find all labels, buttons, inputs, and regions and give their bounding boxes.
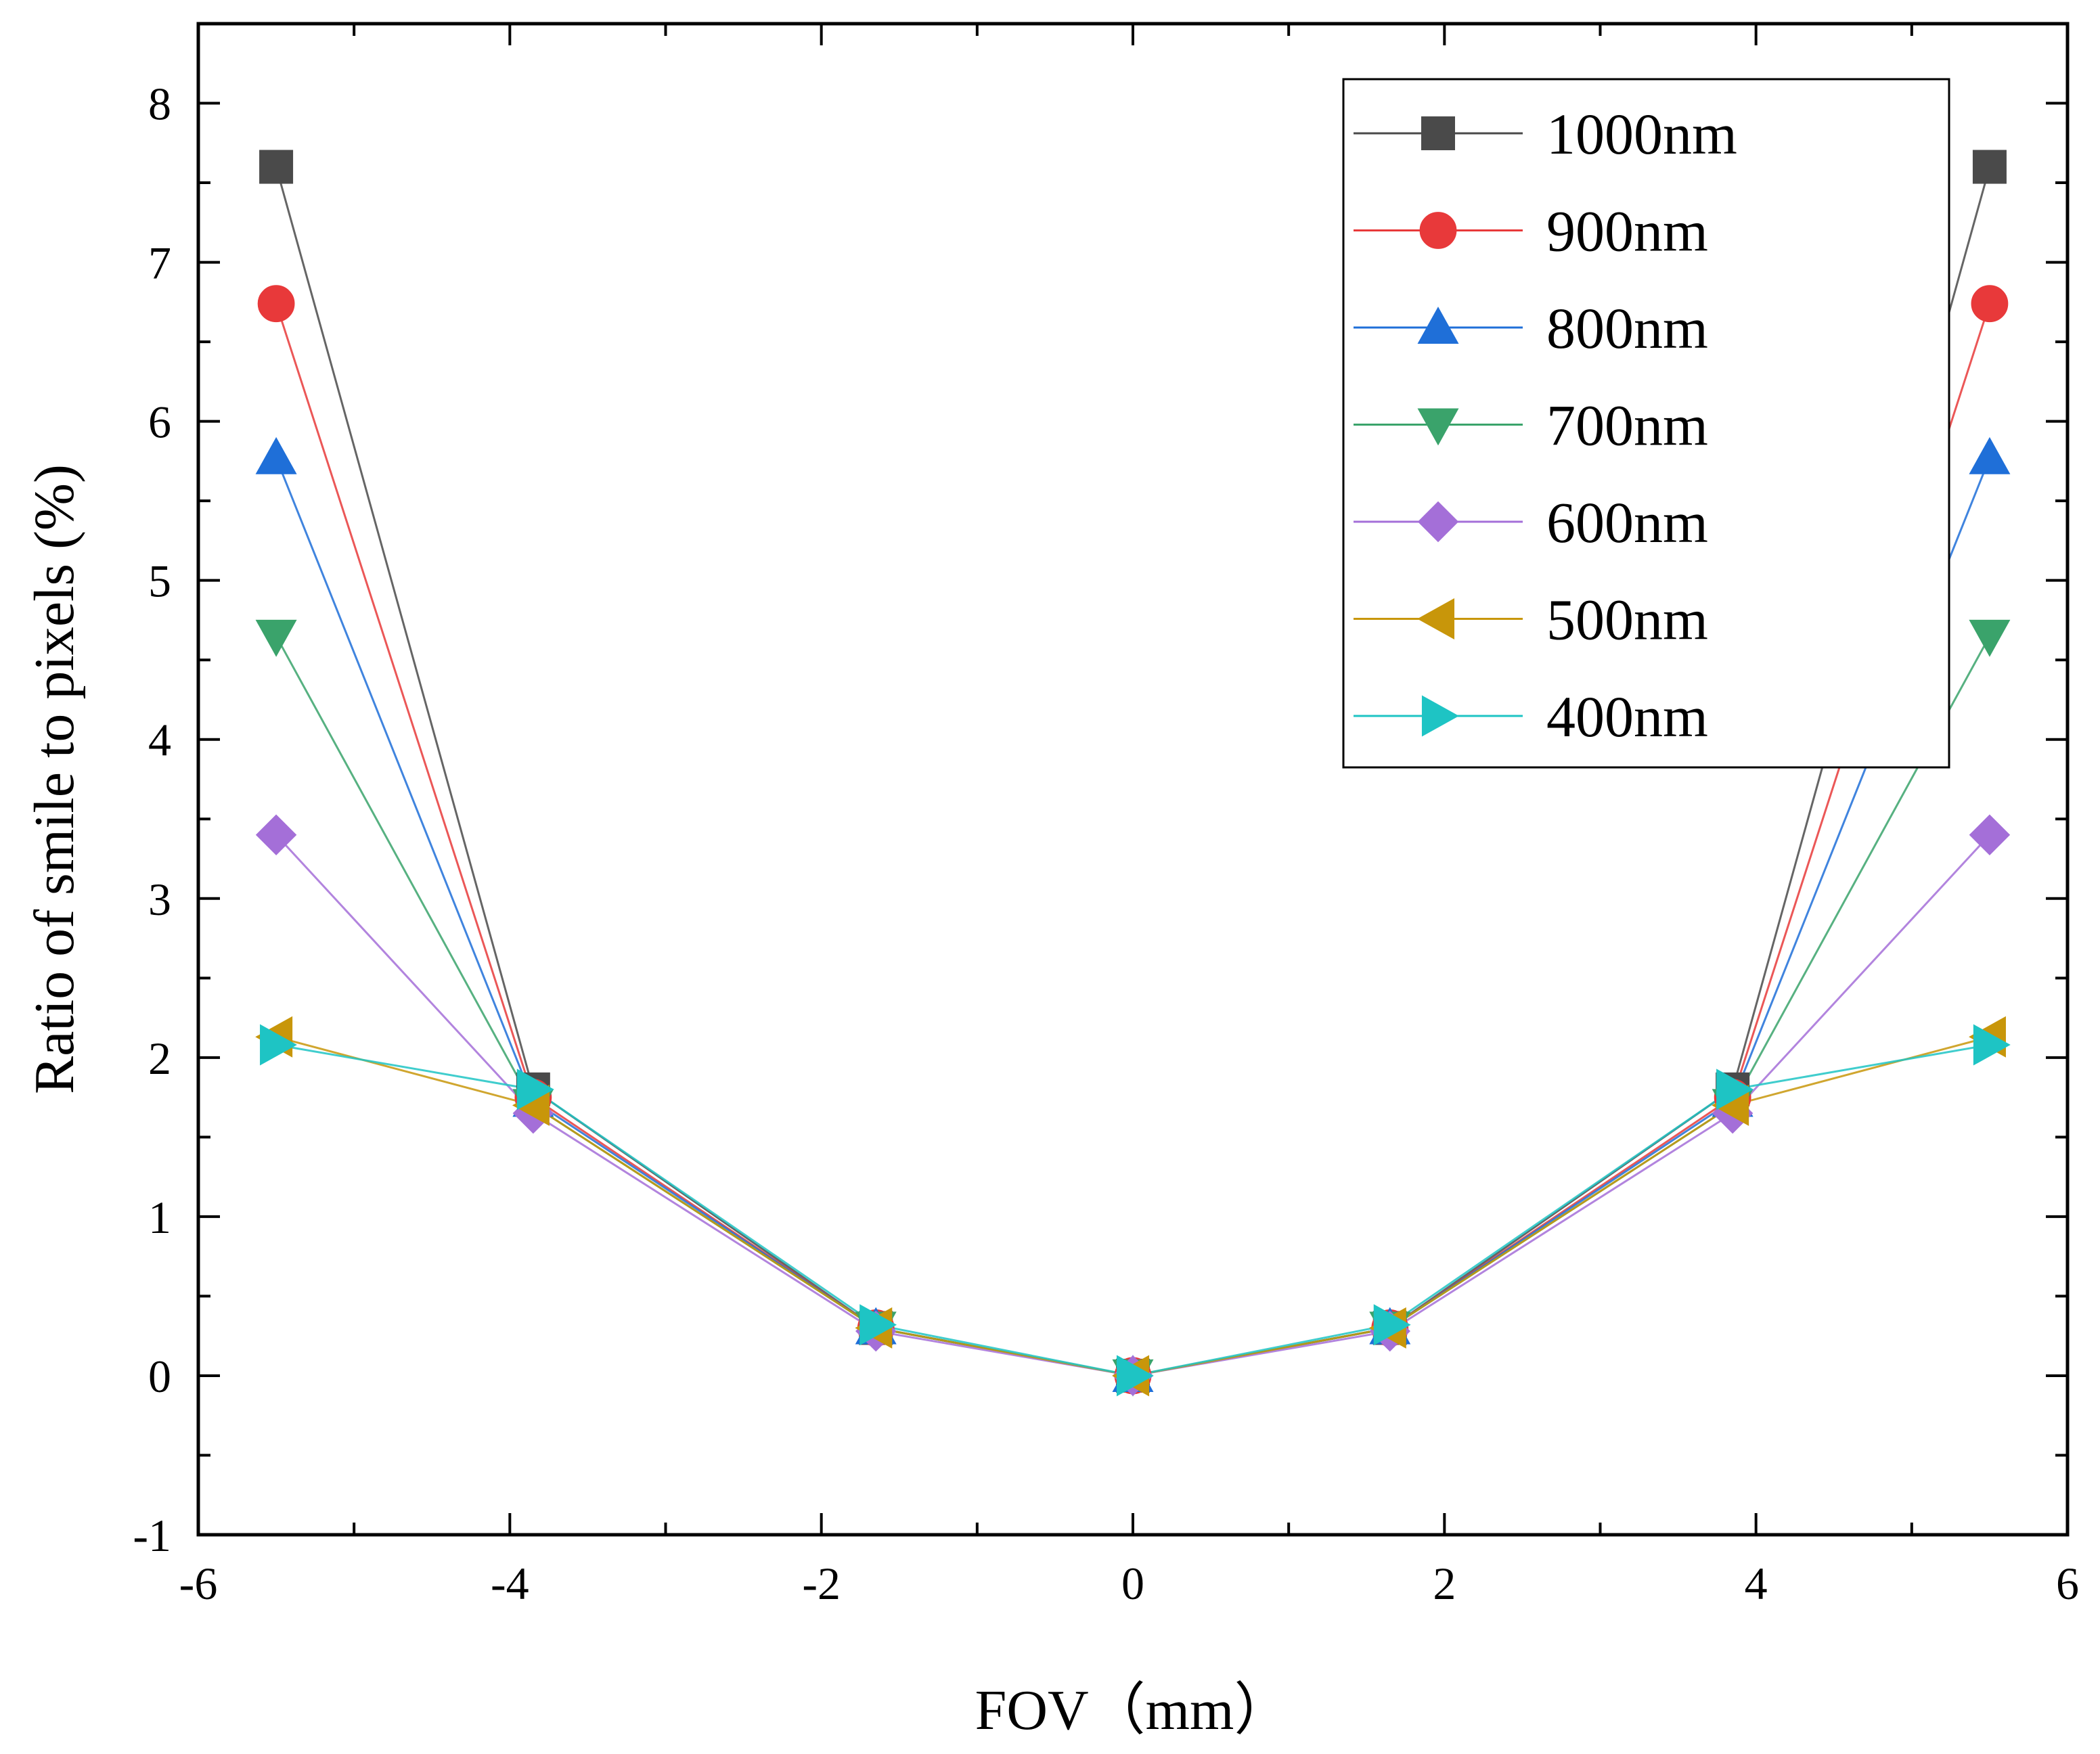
legend-label: 800nm xyxy=(1546,296,1708,361)
x-tick-label: 0 xyxy=(1121,1558,1144,1609)
data-point-400nm xyxy=(1716,1069,1754,1110)
legend-marker xyxy=(1417,307,1459,344)
legend-marker xyxy=(1419,212,1457,249)
data-point-600nm xyxy=(1969,814,2011,855)
data-point-900nm xyxy=(257,285,295,323)
x-tick-label: -2 xyxy=(802,1558,841,1609)
legend-label: 400nm xyxy=(1546,684,1708,749)
legend-item-1000nm: 1000nm xyxy=(1354,102,1737,166)
legend-label: 1000nm xyxy=(1546,102,1737,166)
data-point-400nm xyxy=(1373,1304,1411,1346)
legend-marker xyxy=(1417,501,1459,543)
x-tick-label: 2 xyxy=(1433,1558,1456,1609)
data-point-400nm xyxy=(1116,1355,1154,1397)
x-tick-label: -6 xyxy=(179,1558,218,1609)
legend-label: 700nm xyxy=(1546,393,1708,458)
data-point-400nm xyxy=(516,1069,554,1110)
x-tick-label: -4 xyxy=(491,1558,529,1609)
y-tick-label: 7 xyxy=(148,238,171,289)
legend-item-500nm: 500nm xyxy=(1354,587,1708,652)
legend-marker xyxy=(1421,695,1459,737)
data-point-800nm xyxy=(1969,436,2011,474)
data-point-1000nm xyxy=(259,150,294,184)
legend-item-800nm: 800nm xyxy=(1354,296,1708,361)
y-tick-label: 5 xyxy=(148,556,171,607)
series-markers-400nm xyxy=(260,1024,2011,1397)
data-point-400nm xyxy=(859,1304,897,1346)
data-point-800nm xyxy=(255,436,297,474)
x-axis-label: FOV（mm） xyxy=(975,1679,1291,1742)
x-axis: -6 -4 -2 0 2 4 6 xyxy=(179,24,2079,1609)
data-point-600nm xyxy=(255,814,297,855)
legend: 1000nm 900nm 800nm 700nm 600nm 500nm 400nm xyxy=(1342,78,1950,769)
legend-label: 500nm xyxy=(1546,587,1708,652)
y-tick-label: 0 xyxy=(148,1351,171,1402)
y-tick-label: 8 xyxy=(148,78,171,130)
legend-label: 600nm xyxy=(1546,490,1708,555)
y-axis: -1 0 1 2 3 4 5 6 7 8 xyxy=(133,78,2068,1561)
legend-marker xyxy=(1417,598,1455,639)
data-point-700nm xyxy=(1969,619,2011,657)
legend-item-900nm: 900nm xyxy=(1354,199,1708,264)
legend-marker xyxy=(1417,408,1459,446)
data-point-900nm xyxy=(1971,285,2009,323)
data-point-700nm xyxy=(255,619,297,657)
y-tick-label: 2 xyxy=(148,1033,171,1084)
legend-item-400nm: 400nm xyxy=(1354,684,1708,749)
data-point-1000nm xyxy=(1972,150,2007,184)
legend-item-600nm: 600nm xyxy=(1354,490,1708,555)
y-tick-label: 4 xyxy=(148,715,171,766)
x-tick-label: 4 xyxy=(1745,1558,1768,1609)
y-tick-label: 3 xyxy=(148,874,171,925)
data-point-400nm xyxy=(260,1024,297,1066)
legend-marker xyxy=(1421,116,1455,150)
data-point-400nm xyxy=(1973,1024,2011,1066)
y-tick-label: 6 xyxy=(148,397,171,448)
legend-item-700nm: 700nm xyxy=(1354,393,1708,458)
series-markers xyxy=(255,150,2011,1397)
legend-label: 900nm xyxy=(1546,199,1708,264)
y-tick-label: 1 xyxy=(148,1192,171,1243)
x-tick-label: 6 xyxy=(2056,1558,2079,1609)
y-tick-label: -1 xyxy=(133,1510,171,1561)
y-axis-label: Ratio of smile to pixels (%) xyxy=(23,464,86,1094)
